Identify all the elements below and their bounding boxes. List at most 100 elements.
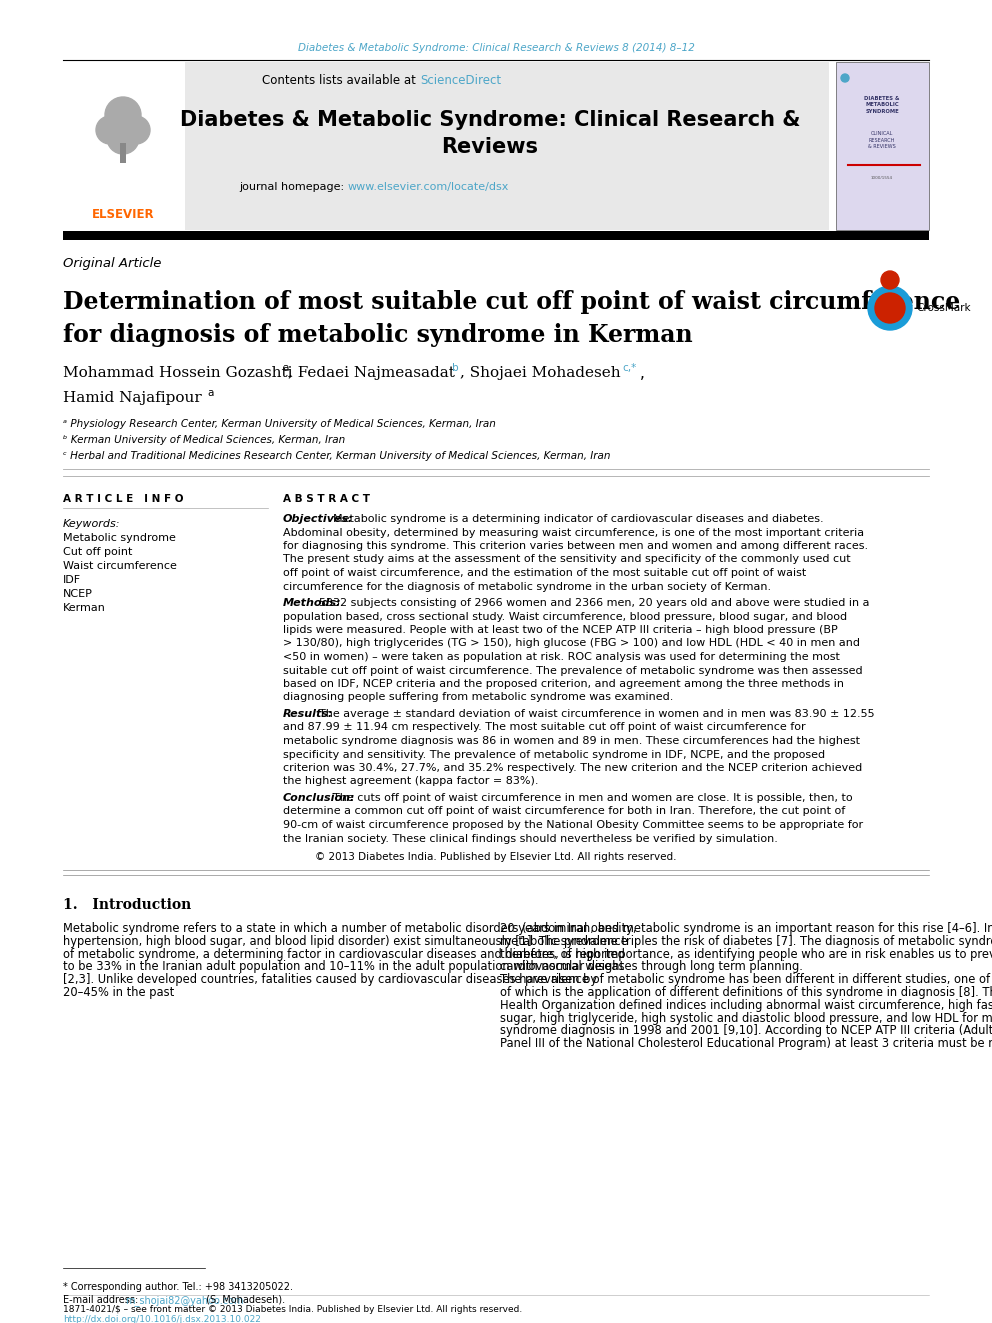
- Text: http://dx.doi.org/10.1016/j.dsx.2013.10.022: http://dx.doi.org/10.1016/j.dsx.2013.10.…: [63, 1315, 261, 1323]
- Bar: [120, 143, 126, 163]
- Text: to be 33% in the Iranian adult population and 10–11% in the adult population wit: to be 33% in the Iranian adult populatio…: [63, 960, 624, 974]
- Text: ᶜ Herbal and Traditional Medicines Research Center, Kerman University of Medical: ᶜ Herbal and Traditional Medicines Resea…: [63, 451, 610, 460]
- Text: Metabolic syndrome is a determining indicator of cardiovascular diseases and dia: Metabolic syndrome is a determining indi…: [333, 515, 823, 524]
- Text: c,*: c,*: [622, 363, 636, 373]
- Text: criterion was 30.4%, 27.7%, and 35.2% respectively. The new criterion and the NC: criterion was 30.4%, 27.7%, and 35.2% re…: [283, 763, 862, 773]
- Text: Objectives:: Objectives:: [283, 515, 353, 524]
- Text: The cuts off point of waist circumference in men and women are close. It is poss: The cuts off point of waist circumferenc…: [333, 792, 852, 803]
- Text: (S. Mohadeseh).: (S. Mohadeseh).: [203, 1295, 286, 1304]
- Text: 20–45% in the past: 20–45% in the past: [63, 986, 175, 999]
- Text: www.elsevier.com/locate/dsx: www.elsevier.com/locate/dsx: [348, 183, 509, 192]
- Text: and 87.99 ± 11.94 cm respectively. The most suitable cut off point of waist circ: and 87.99 ± 11.94 cm respectively. The m…: [283, 722, 806, 733]
- Text: Contents lists available at: Contents lists available at: [262, 74, 420, 86]
- Bar: [836, 62, 929, 230]
- Text: A B S T R A C T: A B S T R A C T: [283, 493, 370, 504]
- Text: sugar, high triglyceride, high systolic and diastolic blood pressure, and low HD: sugar, high triglyceride, high systolic …: [500, 1012, 992, 1024]
- Text: Diabetes & Metabolic Syndrome: Clinical Research &: Diabetes & Metabolic Syndrome: Clinical …: [180, 110, 801, 130]
- Text: Kerman: Kerman: [63, 603, 106, 613]
- Circle shape: [881, 271, 899, 288]
- Text: <50 in women) – were taken as population at risk. ROC analysis was used for dete: <50 in women) – were taken as population…: [283, 652, 840, 662]
- Text: Abdominal obesity, determined by measuring waist circumference, is one of the mo: Abdominal obesity, determined by measuri…: [283, 528, 864, 537]
- Text: syndrome diagnosis in 1998 and 2001 [9,10]. According to NCEP ATP III criteria (: syndrome diagnosis in 1998 and 2001 [9,1…: [500, 1024, 992, 1037]
- Text: 5332 subjects consisting of 2966 women and 2366 men, 20 years old and above were: 5332 subjects consisting of 2966 women a…: [319, 598, 870, 609]
- Text: specificity and sensitivity. The prevalence of metabolic syndrome in IDF, NCPE, : specificity and sensitivity. The prevale…: [283, 750, 825, 759]
- Text: a: a: [207, 388, 213, 398]
- Text: Metabolic syndrome refers to a state in which a number of metabolic disorders (a: Metabolic syndrome refers to a state in …: [63, 922, 637, 935]
- Text: CrossMark: CrossMark: [916, 303, 970, 314]
- Text: The prevalence of metabolic syndrome has been different in different studies, on: The prevalence of metabolic syndrome has…: [500, 974, 992, 986]
- Circle shape: [105, 97, 141, 134]
- Text: , Shojaei Mohadeseh: , Shojaei Mohadeseh: [460, 366, 621, 380]
- Text: Reviews: Reviews: [441, 138, 539, 157]
- Text: based on IDF, NCEP criteria and the proposed criterion, and agreement among the : based on IDF, NCEP criteria and the prop…: [283, 679, 844, 689]
- Circle shape: [96, 116, 124, 144]
- Text: cardiovascular diseases through long term planning.: cardiovascular diseases through long ter…: [500, 960, 803, 974]
- Text: 90-cm of waist circumference proposed by the National Obesity Committee seems to: 90-cm of waist circumference proposed by…: [283, 820, 863, 830]
- Text: circumference for the diagnosis of metabolic syndrome in the urban society of Ke: circumference for the diagnosis of metab…: [283, 582, 771, 591]
- Text: journal homepage:: journal homepage:: [239, 183, 348, 192]
- Circle shape: [841, 74, 849, 82]
- Text: Methods:: Methods:: [283, 598, 341, 609]
- Text: ᵇ Kerman University of Medical Sciences, Kerman, Iran: ᵇ Kerman University of Medical Sciences,…: [63, 435, 345, 445]
- Text: of metabolic syndrome, a determining factor in cardiovascular diseases and diabe: of metabolic syndrome, a determining fac…: [63, 947, 625, 960]
- Text: the Iranian society. These clinical findings should nevertheless be verified by : the Iranian society. These clinical find…: [283, 833, 778, 844]
- Text: metabolic syndrome triples the risk of diabetes [7]. The diagnosis of metabolic : metabolic syndrome triples the risk of d…: [500, 935, 992, 947]
- Text: E-mail address:: E-mail address:: [63, 1295, 142, 1304]
- Text: , Fedaei Najmeasadat: , Fedaei Najmeasadat: [288, 366, 455, 380]
- Text: Original Article: Original Article: [63, 257, 162, 270]
- Text: > 130/80), high triglycerides (TG > 150), high glucose (FBG > 100) and low HDL (: > 130/80), high triglycerides (TG > 150)…: [283, 639, 860, 648]
- Text: m_shojai82@yahoo.com: m_shojai82@yahoo.com: [125, 1295, 244, 1306]
- Text: for diagnosing this syndrome. This criterion varies between men and women and am: for diagnosing this syndrome. This crite…: [283, 541, 868, 550]
- Text: 20 years in Iran, and metabolic syndrome is an important reason for this rise [4: 20 years in Iran, and metabolic syndrome…: [500, 922, 992, 935]
- Text: a: a: [282, 363, 289, 373]
- Bar: [63, 62, 829, 230]
- Text: off point of waist circumference, and the estimation of the most suitable cut of: off point of waist circumference, and th…: [283, 568, 806, 578]
- Text: hypertension, high blood sugar, and blood lipid disorder) exist simultaneously [: hypertension, high blood sugar, and bloo…: [63, 935, 628, 947]
- Bar: [63, 232, 929, 239]
- Text: metabolic syndrome diagnosis was 86 in women and 89 in men. These circumferences: metabolic syndrome diagnosis was 86 in w…: [283, 736, 860, 746]
- Text: Results:: Results:: [283, 709, 333, 718]
- Text: Hamid Najafipour: Hamid Najafipour: [63, 392, 201, 405]
- Text: ELSEVIER: ELSEVIER: [91, 209, 155, 221]
- Text: ,: ,: [640, 365, 645, 381]
- Text: Metabolic syndrome: Metabolic syndrome: [63, 533, 176, 542]
- Text: ScienceDirect: ScienceDirect: [420, 74, 501, 86]
- Text: CLINICAL
RESEARCH
& REVIEWS: CLINICAL RESEARCH & REVIEWS: [868, 131, 896, 149]
- Text: diagnosing people suffering from metabolic syndrome was examined.: diagnosing people suffering from metabol…: [283, 692, 674, 703]
- Text: for diagnosis of metabolic syndrome in Kerman: for diagnosis of metabolic syndrome in K…: [63, 323, 692, 347]
- Circle shape: [107, 122, 139, 153]
- Text: of which is the application of different definitions of this syndrome in diagnos: of which is the application of different…: [500, 986, 992, 999]
- Text: Conclusion:: Conclusion:: [283, 792, 355, 803]
- Text: * Corresponding author. Tel.: +98 3413205022.: * Corresponding author. Tel.: +98 341320…: [63, 1282, 293, 1293]
- Text: 1000/1554: 1000/1554: [871, 176, 893, 180]
- Bar: [63, 62, 185, 230]
- Text: lipids were measured. People with at least two of the NCEP ATP III criteria – hi: lipids were measured. People with at lea…: [283, 624, 838, 635]
- Text: Determination of most suitable cut off point of waist circumference: Determination of most suitable cut off p…: [63, 290, 960, 314]
- Text: Health Organization defined indices including abnormal waist circumference, high: Health Organization defined indices incl…: [500, 999, 992, 1012]
- Text: 1871-4021/$ – see front matter © 2013 Diabetes India. Published by Elsevier Ltd.: 1871-4021/$ – see front matter © 2013 Di…: [63, 1304, 522, 1314]
- Text: DIABETES &
METABOLIC
SYNDROME: DIABETES & METABOLIC SYNDROME: [864, 95, 900, 114]
- Text: therefore, of high importance, as identifying people who are in risk enables us : therefore, of high importance, as identi…: [500, 947, 992, 960]
- Text: [2,3]. Unlike developed countries, fatalities caused by cardiovascular diseases : [2,3]. Unlike developed countries, fatal…: [63, 974, 597, 986]
- Text: A R T I C L E   I N F O: A R T I C L E I N F O: [63, 493, 184, 504]
- Text: IDF: IDF: [63, 576, 81, 585]
- Text: NCEP: NCEP: [63, 589, 93, 599]
- Text: The average ± standard deviation of waist circumference in women and in men was : The average ± standard deviation of wais…: [319, 709, 875, 718]
- Text: Cut off point: Cut off point: [63, 546, 132, 557]
- Text: population based, cross sectional study. Waist circumference, blood pressure, bl: population based, cross sectional study.…: [283, 611, 847, 622]
- Circle shape: [875, 292, 905, 323]
- Text: Diabetes & Metabolic Syndrome: Clinical Research & Reviews 8 (2014) 8–12: Diabetes & Metabolic Syndrome: Clinical …: [298, 44, 694, 53]
- Text: Mohammad Hossein Gozashti: Mohammad Hossein Gozashti: [63, 366, 293, 380]
- Text: Keywords:: Keywords:: [63, 519, 120, 529]
- Text: ᵃ Physiology Research Center, Kerman University of Medical Sciences, Kerman, Ira: ᵃ Physiology Research Center, Kerman Uni…: [63, 419, 496, 429]
- Text: Panel III of the National Cholesterol Educational Program) at least 3 criteria m: Panel III of the National Cholesterol Ed…: [500, 1037, 992, 1050]
- Text: The present study aims at the assessment of the sensitivity and specificity of t: The present study aims at the assessment…: [283, 554, 850, 565]
- Text: b: b: [452, 363, 458, 373]
- Text: determine a common cut off point of waist circumference for both in Iran. Theref: determine a common cut off point of wais…: [283, 807, 845, 816]
- Text: © 2013 Diabetes India. Published by Elsevier Ltd. All rights reserved.: © 2013 Diabetes India. Published by Else…: [315, 852, 677, 863]
- Text: the highest agreement (kappa factor = 83%).: the highest agreement (kappa factor = 83…: [283, 777, 539, 786]
- Text: 1.   Introduction: 1. Introduction: [63, 898, 191, 912]
- Text: Waist circumference: Waist circumference: [63, 561, 177, 572]
- Circle shape: [122, 116, 150, 144]
- Text: suitable cut off point of waist circumference. The prevalence of metabolic syndr: suitable cut off point of waist circumfe…: [283, 665, 863, 676]
